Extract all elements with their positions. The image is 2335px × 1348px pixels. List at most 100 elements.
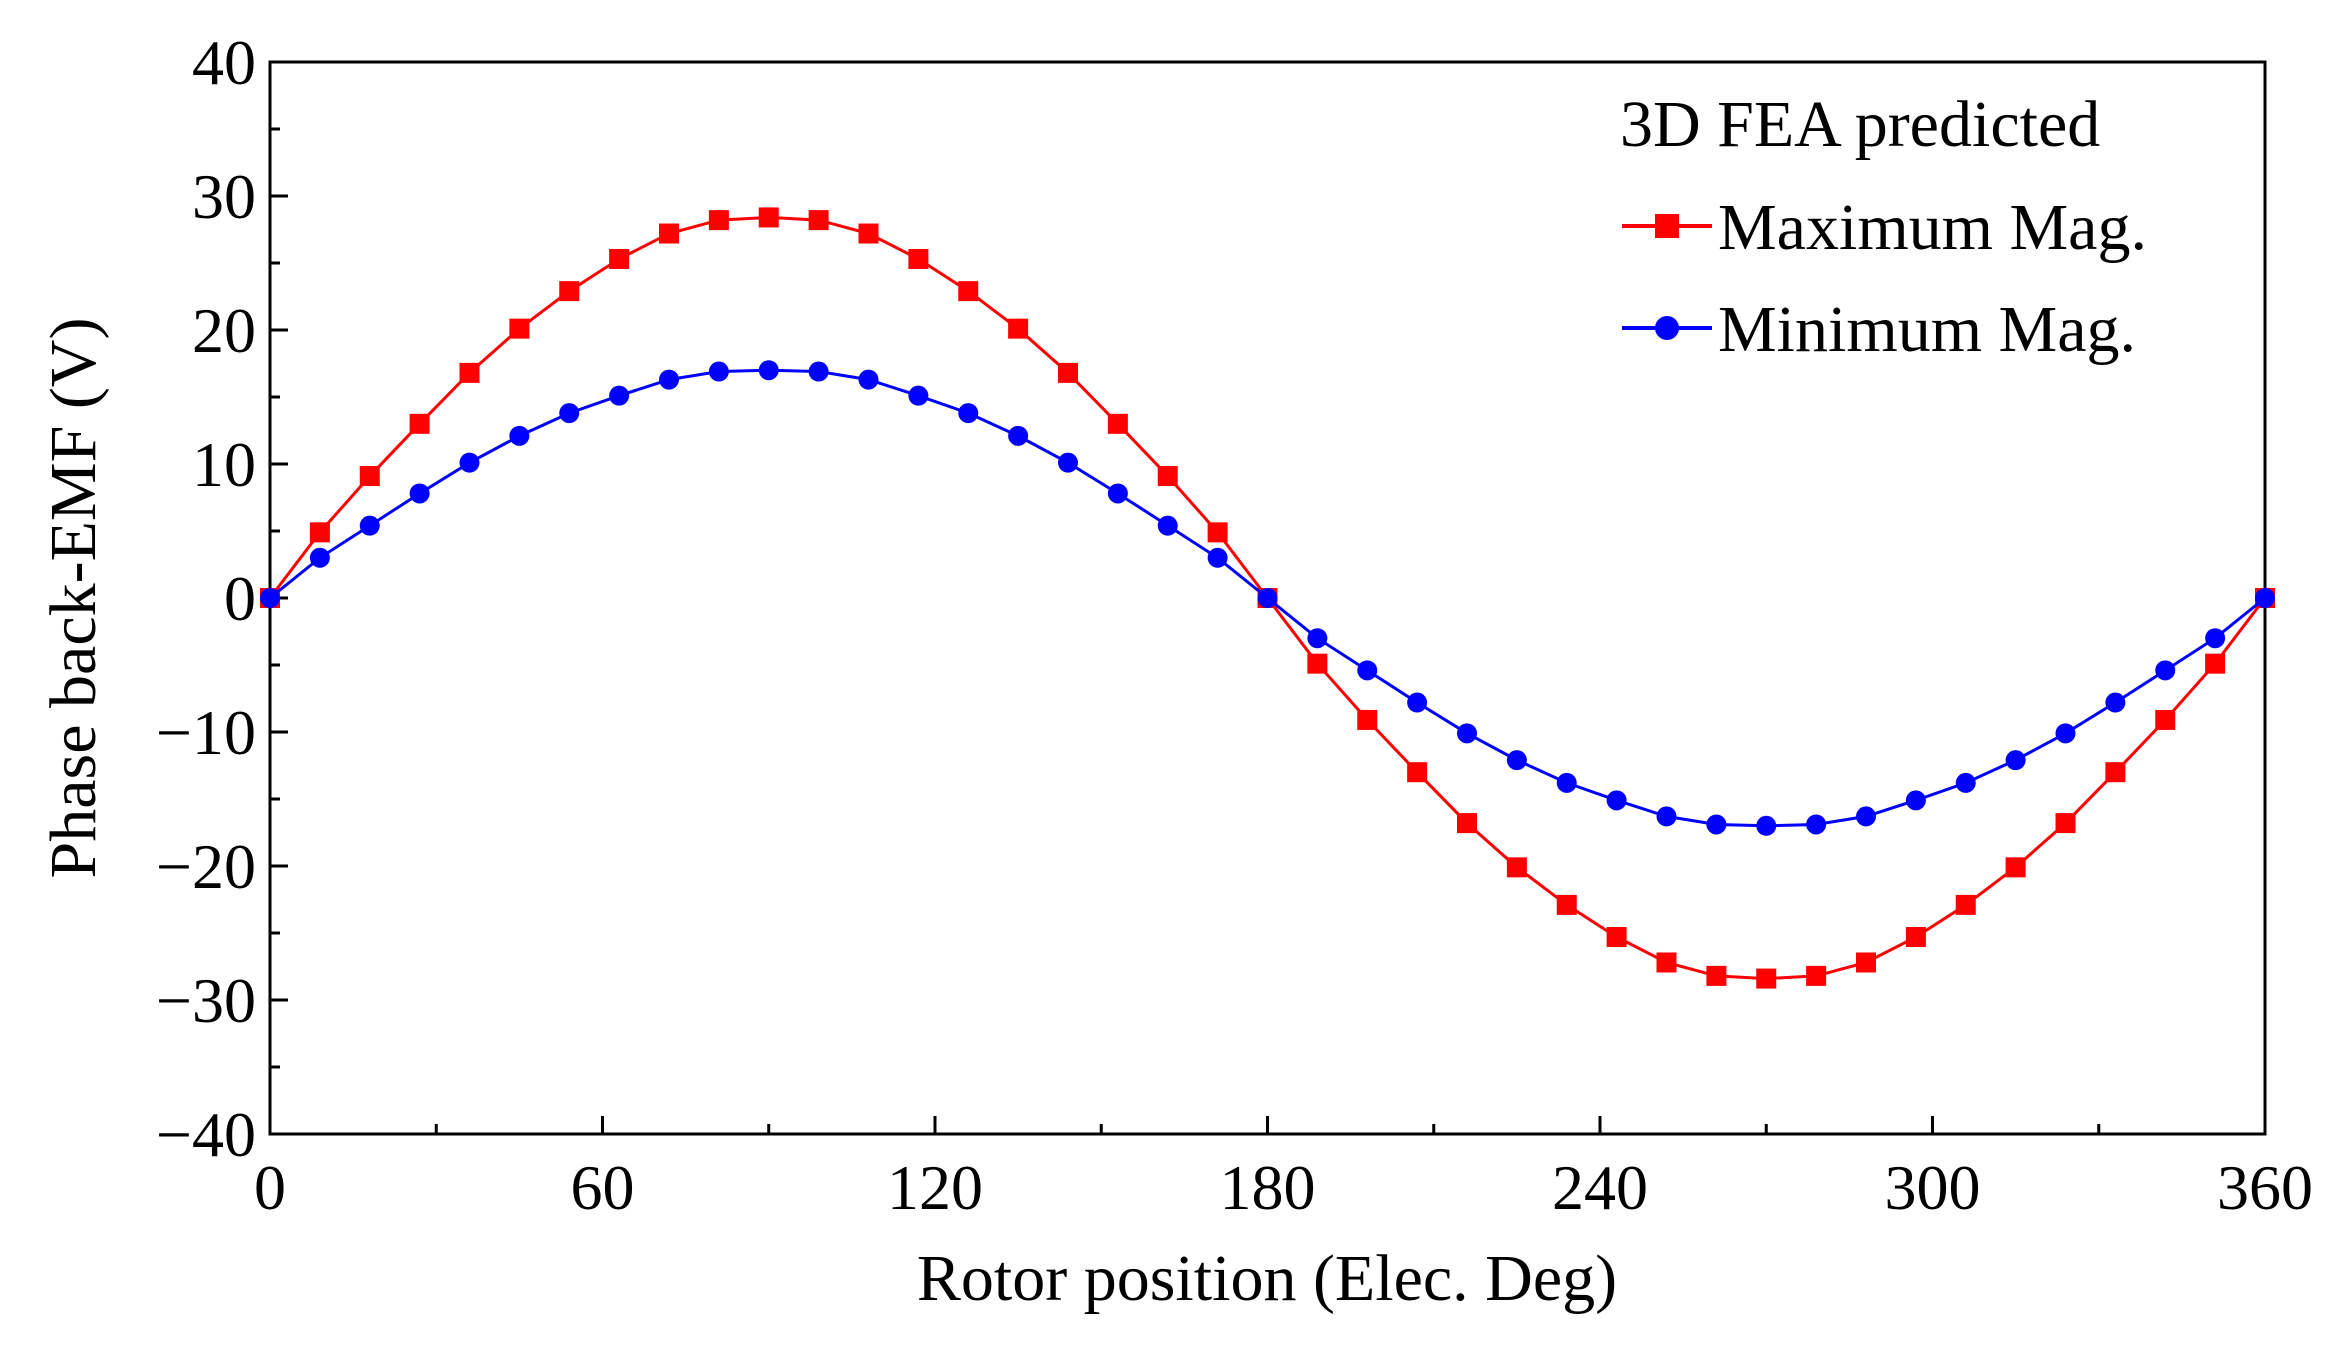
x-axis-ticks: 0 60 120 180 240 300 360 [254, 1116, 2313, 1223]
y-tick-label: −20 [156, 831, 256, 902]
data-point [1656, 952, 1677, 973]
data-point [1407, 692, 1428, 713]
data-point [459, 452, 480, 473]
legend-marker-maximum [1655, 214, 1679, 238]
data-point [659, 369, 679, 390]
y-axis-label: Phase back-EMF (V) [37, 318, 110, 879]
data-point [609, 248, 630, 269]
x-tick-label: 180 [1220, 1152, 1316, 1223]
data-point [1856, 806, 1876, 827]
legend-title: 3D FEA predicted [1620, 88, 2100, 161]
data-point [309, 522, 330, 543]
data-point [459, 362, 480, 383]
data-point [1207, 547, 1228, 568]
legend: 3D FEA predicted Maximum Mag. Minimum Ma… [1620, 88, 2147, 366]
data-point [808, 210, 829, 231]
data-point [559, 281, 580, 302]
data-point [1706, 814, 1727, 835]
data-point [908, 248, 929, 269]
data-point [1806, 814, 1827, 835]
data-point [2005, 750, 2026, 771]
data-point [309, 547, 330, 568]
x-tick-label: 0 [254, 1152, 286, 1223]
data-point [1955, 772, 1976, 793]
y-axis-ticks: −40 −30 −20 −10 0 10 20 30 40 [156, 27, 288, 1170]
data-point [1357, 660, 1378, 681]
data-point [1058, 362, 1078, 383]
legend-label-maximum: Maximum Mag. [1718, 191, 2147, 264]
data-point [1407, 762, 1428, 783]
data-point [359, 515, 380, 536]
data-point [708, 361, 729, 382]
data-point [858, 223, 879, 244]
data-point [1556, 894, 1577, 915]
data-point [2155, 709, 2176, 730]
legend-marker-minimum [1655, 316, 1679, 340]
data-point [758, 207, 779, 228]
data-point [1756, 815, 1777, 836]
y-tick-label: 40 [192, 27, 256, 98]
data-point [1856, 952, 1876, 973]
data-point [1756, 968, 1777, 989]
data-point [758, 360, 779, 381]
x-tick-label: 360 [2217, 1152, 2313, 1223]
data-point [1905, 790, 1926, 811]
legend-label-minimum: Minimum Mag. [1718, 293, 2136, 366]
data-point [2105, 762, 2126, 783]
data-point [1506, 750, 1527, 771]
x-tick-label: 300 [1885, 1152, 1981, 1223]
data-point [1457, 723, 1477, 744]
series-minimum-mag [260, 360, 2275, 836]
data-point [509, 318, 530, 339]
x-tick-label: 60 [571, 1152, 635, 1223]
data-point [559, 403, 580, 424]
y-tick-label: −40 [156, 1099, 256, 1170]
y-tick-label: −10 [156, 697, 256, 768]
data-point [2055, 723, 2076, 744]
data-point [2055, 813, 2076, 834]
data-point [1307, 653, 1328, 674]
data-point [1257, 588, 1278, 608]
x-tick-label: 120 [887, 1152, 983, 1223]
data-point [808, 361, 829, 382]
data-point [1506, 857, 1527, 878]
data-point [1955, 894, 1976, 915]
y-tick-label: 10 [192, 429, 256, 500]
y-tick-label: 20 [192, 295, 256, 366]
x-axis-label: Rotor position (Elec. Deg) [917, 1242, 1617, 1315]
y-tick-label: 0 [224, 563, 256, 634]
data-point [409, 483, 430, 504]
data-point [1157, 515, 1178, 536]
data-point [409, 413, 430, 434]
data-point [908, 385, 929, 406]
data-point [2155, 660, 2176, 681]
data-point [1008, 318, 1029, 339]
data-point [1107, 483, 1128, 504]
y-tick-label: −30 [156, 965, 256, 1036]
data-point [2005, 857, 2026, 878]
data-point [1008, 425, 1029, 446]
data-point [1058, 452, 1078, 473]
data-point [1706, 965, 1727, 986]
y-tick-label: 30 [192, 161, 256, 232]
data-point [260, 588, 280, 608]
data-point [1307, 628, 1328, 649]
data-point [659, 223, 679, 244]
series-layer [260, 207, 2275, 989]
x-tick-label: 240 [1552, 1152, 1648, 1223]
data-point [708, 210, 729, 231]
data-point [1157, 466, 1178, 487]
data-point [2205, 628, 2226, 649]
data-point [509, 425, 530, 446]
data-point [958, 281, 979, 302]
data-point [2255, 588, 2275, 608]
data-point [1556, 772, 1577, 793]
data-point [958, 403, 979, 424]
data-point [1656, 806, 1677, 827]
data-point [1905, 927, 1926, 948]
data-point [1457, 813, 1477, 834]
data-point [1606, 790, 1627, 811]
data-point [1357, 709, 1378, 730]
data-point [2105, 692, 2126, 713]
